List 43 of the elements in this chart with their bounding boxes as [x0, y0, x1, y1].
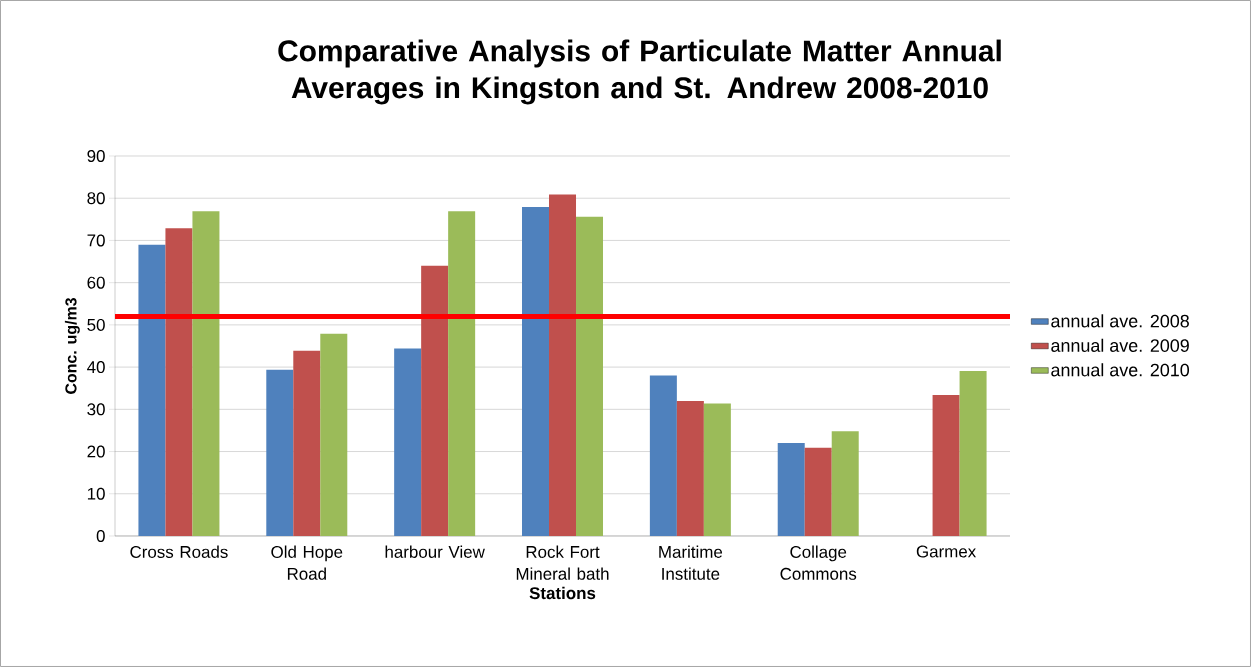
bar — [549, 194, 577, 536]
legend-label: annual ave. 2009 — [1051, 338, 1189, 352]
x-tick-label: Old Hope Road — [271, 545, 343, 580]
legend-label: annual ave. 2010 — [1051, 363, 1190, 377]
y-tick-label: 80 — [87, 192, 105, 205]
y-tick-label: 60 — [87, 276, 105, 289]
bar — [932, 394, 960, 536]
bar — [320, 333, 348, 536]
y-tick-label: 70 — [87, 234, 105, 247]
bar — [293, 350, 321, 536]
bar — [831, 431, 859, 536]
bar — [649, 375, 677, 536]
bar — [703, 403, 731, 536]
bar — [522, 207, 550, 536]
bar — [804, 447, 832, 536]
y-tick-label: 30 — [87, 403, 105, 416]
bar — [394, 348, 422, 536]
x-tick-label: Rock Fort Mineral bath — [516, 545, 609, 580]
y-tick-label: 10 — [87, 487, 105, 500]
bar — [138, 244, 166, 536]
y-tick-label: 50 — [87, 318, 105, 331]
y-tick-label: 0 — [96, 529, 105, 542]
x-tick-label: Collage Commons — [780, 545, 857, 580]
bar — [576, 216, 604, 536]
bar — [266, 369, 294, 536]
x-axis-title: Stations — [529, 586, 596, 600]
bar — [421, 265, 449, 536]
y-axis-title: Conc. ug/m3 — [64, 298, 80, 394]
legend-label: annual ave. 2008 — [1051, 314, 1189, 328]
y-tick-label: 20 — [87, 445, 105, 458]
y-tick-label: 90 — [87, 149, 105, 162]
x-tick-label: Garmex — [916, 545, 976, 558]
bar — [192, 211, 220, 536]
bar — [959, 370, 987, 536]
bar — [448, 211, 476, 536]
x-tick-label: Cross Roads — [130, 545, 228, 558]
bar — [165, 228, 193, 536]
chart-title: Comparative Analysis of Particulate Matter Annual Averages in Kingston and St. Andrew 2008-2010 — [278, 39, 1001, 105]
bar — [676, 400, 704, 536]
x-tick-label: harbour View — [385, 545, 485, 558]
x-tick-label: Maritime Institute — [659, 545, 723, 580]
y-tick-label: 40 — [87, 361, 105, 374]
bar — [777, 443, 805, 536]
